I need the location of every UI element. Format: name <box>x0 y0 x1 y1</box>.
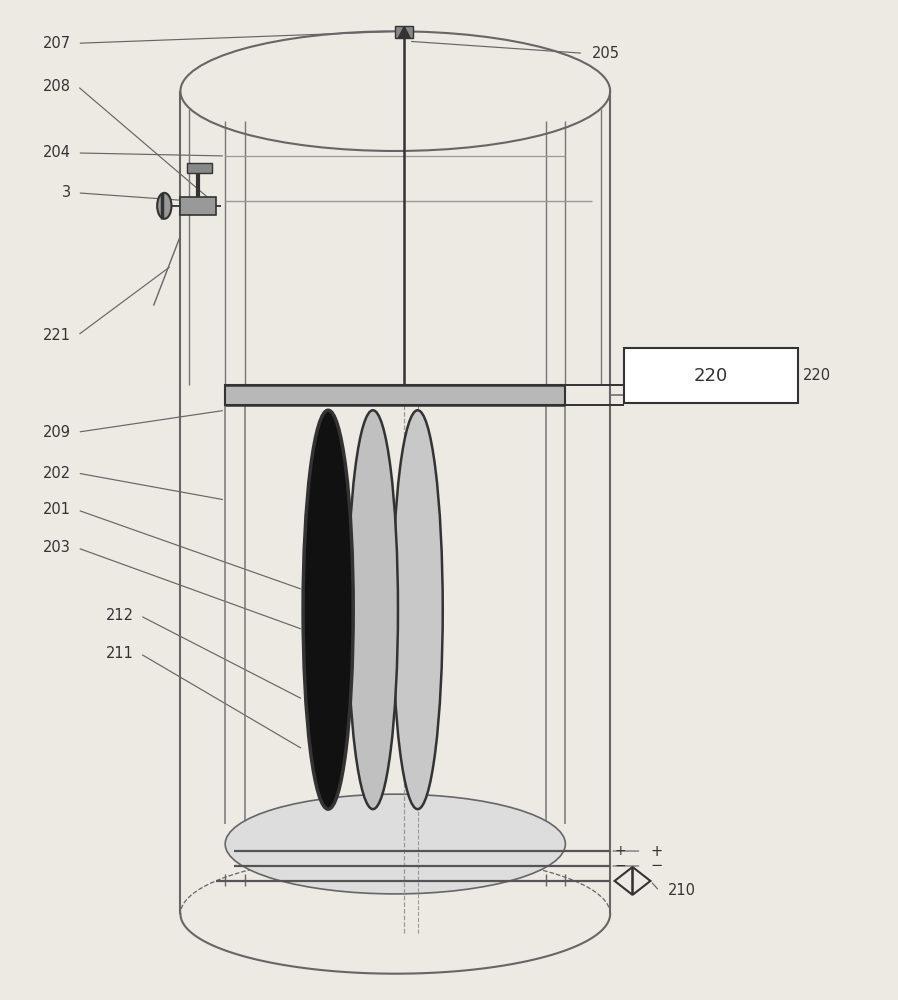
Ellipse shape <box>157 193 172 219</box>
Text: 212: 212 <box>106 608 134 623</box>
Polygon shape <box>398 26 410 38</box>
Bar <box>225 385 566 405</box>
Text: 210: 210 <box>668 883 696 898</box>
Text: 209: 209 <box>43 425 71 440</box>
Text: 207: 207 <box>43 36 71 51</box>
Bar <box>187 163 212 173</box>
Ellipse shape <box>304 410 353 809</box>
Ellipse shape <box>225 794 566 894</box>
Text: 201: 201 <box>43 502 71 517</box>
Text: −: − <box>614 859 626 873</box>
Text: 208: 208 <box>43 79 71 94</box>
Bar <box>180 197 216 215</box>
Text: 3: 3 <box>62 185 71 200</box>
Text: 202: 202 <box>43 466 71 481</box>
Ellipse shape <box>348 410 398 809</box>
Text: 220: 220 <box>694 367 728 385</box>
Text: +: + <box>650 844 663 859</box>
Text: 204: 204 <box>43 145 71 160</box>
Text: 211: 211 <box>106 646 134 661</box>
Text: 203: 203 <box>43 540 71 555</box>
Text: +: + <box>614 844 626 858</box>
Bar <box>395 26 413 38</box>
Text: −: − <box>650 858 663 873</box>
Text: 221: 221 <box>43 328 71 343</box>
Text: 220: 220 <box>803 368 831 383</box>
Ellipse shape <box>392 410 443 809</box>
Text: 205: 205 <box>593 46 621 61</box>
Bar <box>623 348 798 403</box>
